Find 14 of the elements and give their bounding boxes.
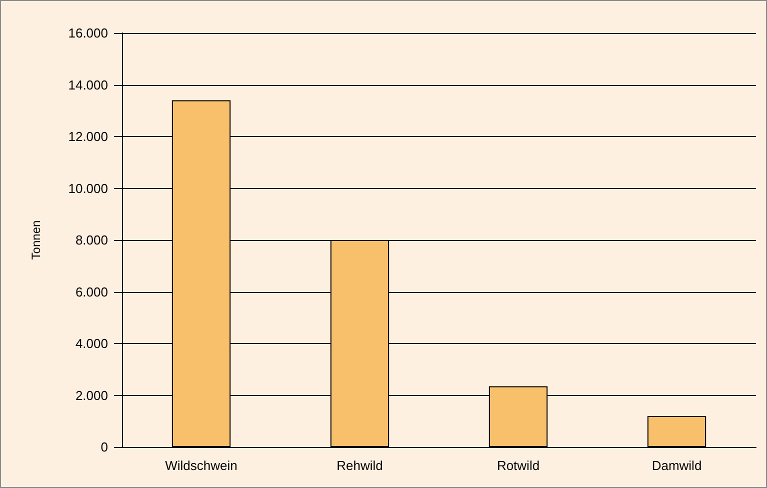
x-tick-label: Rehwild [336, 458, 383, 473]
y-tick-label: 14.000 [68, 77, 108, 92]
y-axis-title: Tonnen [29, 220, 43, 260]
y-tick-label: 12.000 [68, 129, 108, 144]
x-tick-label: Wildschwein [165, 458, 238, 473]
y-tick-label: 16.000 [68, 26, 108, 40]
y-tick-label: 8.000 [75, 232, 108, 248]
x-tick-label: Damwild [652, 458, 702, 473]
y-tick-label: 0 [100, 440, 108, 454]
y-tick-label: 10.000 [68, 180, 108, 196]
y-tick-label: 4.000 [75, 336, 108, 351]
y-tick-label: 6.000 [75, 284, 108, 300]
y-tick-label: 2.000 [75, 388, 108, 403]
x-tick-label: Rotwild [496, 458, 540, 473]
